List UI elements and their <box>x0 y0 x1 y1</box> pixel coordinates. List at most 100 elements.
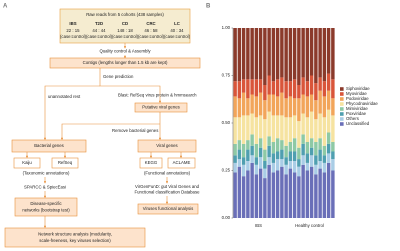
bar-segment <box>271 81 276 95</box>
bar-segment <box>280 159 284 167</box>
bar-segment <box>267 111 271 137</box>
bar-segment <box>309 28 314 76</box>
bar-segment <box>233 117 237 144</box>
bar-segment <box>237 98 242 118</box>
bar-segment <box>326 28 331 74</box>
bar-segment <box>322 117 327 146</box>
bar-segment <box>326 109 331 133</box>
bar-segment <box>263 161 267 169</box>
bar-segment <box>309 155 314 167</box>
bar-segment <box>237 140 242 150</box>
bar-segment <box>326 132 331 144</box>
cohort-note: (case:control) <box>138 34 165 39</box>
step: networks (bootstrap test) <box>22 208 70 213</box>
bar-segment <box>246 149 250 161</box>
bar-segment <box>318 77 322 91</box>
bar-segment <box>309 111 314 139</box>
bar-segment <box>322 162 327 173</box>
step: Gene prediction <box>103 74 134 79</box>
legend-label: Siphoviridae <box>346 86 370 91</box>
contigs-box <box>49 57 201 69</box>
bar-segment <box>271 142 276 154</box>
bar-segment <box>314 164 318 175</box>
box-title: Raw reads from 5 cohorts (438 samples) <box>86 12 164 17</box>
network-box <box>4 227 146 248</box>
y-tick-label: 0.75 <box>222 73 231 78</box>
bacterial-box <box>11 139 87 153</box>
bar-segment <box>314 119 318 142</box>
tool-box <box>51 157 79 169</box>
legend-label: Unclassified <box>346 121 370 126</box>
step: SPARCC & SpiecEasi <box>24 185 66 190</box>
bar-segment <box>237 117 242 141</box>
bar-segment <box>233 162 237 173</box>
x-group-label: IBS <box>255 223 262 228</box>
bar-segment <box>331 79 335 99</box>
bar-segment <box>292 172 297 218</box>
bar-segment <box>284 98 288 118</box>
arrow <box>60 123 160 141</box>
legend-swatch <box>340 112 344 116</box>
bar-segment <box>326 162 331 218</box>
step: Contigs (lengths longer than 1.5 kb are … <box>83 60 168 65</box>
bar-segment <box>280 166 284 218</box>
bar-segment <box>246 28 250 80</box>
bar-segment <box>267 164 271 218</box>
bar-segment <box>271 162 276 173</box>
bar-segment <box>258 157 263 169</box>
bar-segment <box>271 153 276 163</box>
bar-segment <box>275 28 280 80</box>
bar-segment <box>263 149 267 161</box>
bar-segment <box>271 172 276 218</box>
bar-segment <box>318 161 322 169</box>
bar-segment <box>292 138 297 152</box>
viruses-functional-box <box>137 203 199 215</box>
bar-segment <box>331 98 335 116</box>
bar-segment <box>309 147 314 156</box>
bar-segment <box>331 142 335 152</box>
legend-swatch <box>340 87 344 91</box>
tool: RefSeq <box>58 160 73 165</box>
bar-segment <box>258 28 263 80</box>
bar-segment <box>280 140 284 150</box>
bar-segment <box>241 176 246 218</box>
bar-segment <box>258 79 263 93</box>
bar-segment <box>267 145 271 158</box>
y-tick-label: 0.00 <box>222 215 231 220</box>
bar-segment <box>297 121 301 148</box>
tool: KEGG <box>145 160 158 165</box>
legend-label: Mimiviridae <box>346 106 368 111</box>
bar-segment <box>297 159 301 167</box>
bar-segment <box>241 164 246 177</box>
bar-segment <box>301 134 305 144</box>
step: Blast: RefSeq virus protein & hmmsearch <box>118 93 197 98</box>
putative-box <box>134 102 188 113</box>
bar-segment <box>233 172 237 218</box>
bar-segment <box>246 98 250 116</box>
legend-label: Myoviridae <box>346 91 367 96</box>
bar-segment <box>275 96 280 116</box>
cohort-ratio: 40 : 34 <box>170 28 184 33</box>
step: Quality control & Assembly <box>99 49 151 54</box>
step: Bacterial genes <box>34 143 64 148</box>
bar-segment <box>305 153 310 163</box>
y-tick-label: 0.25 <box>222 168 231 173</box>
bar-segment <box>263 178 267 218</box>
bar-segment <box>233 155 237 163</box>
bar-segment <box>258 147 263 158</box>
bar-segment <box>250 155 254 163</box>
cohort-name: CRC <box>146 21 155 26</box>
step: Disease-specific <box>30 201 62 206</box>
bar-segment <box>250 145 254 156</box>
bar-segment <box>275 79 280 97</box>
bar-segment <box>318 149 322 161</box>
cohort-name: LC <box>174 21 180 26</box>
bar-segment <box>326 153 331 163</box>
bar-segment <box>275 170 280 218</box>
bar-segment <box>318 90 322 114</box>
bar-segment <box>233 96 237 118</box>
bar-segment <box>331 159 335 171</box>
bar-segment <box>284 81 288 99</box>
bar-segment <box>254 174 259 218</box>
bar-segment <box>237 149 242 160</box>
